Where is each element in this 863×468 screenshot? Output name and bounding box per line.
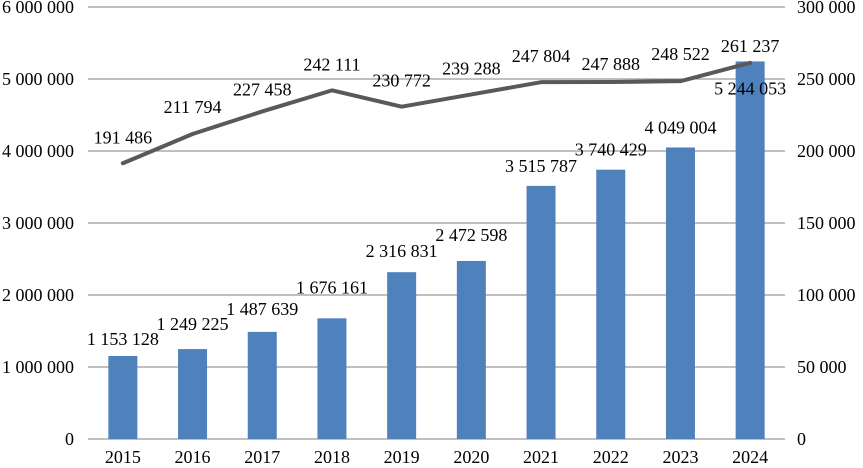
bar xyxy=(735,61,765,439)
bar-data-label: 2 472 598 xyxy=(435,225,507,245)
bar-data-label: 5 244 053 xyxy=(714,78,786,98)
bar xyxy=(387,272,417,439)
bar-data-label: 1 487 639 xyxy=(226,299,298,319)
x-axis-category-label: 2024 xyxy=(732,447,768,467)
line-data-label: 247 804 xyxy=(512,46,571,66)
bar-data-label: 1 153 128 xyxy=(87,329,159,349)
right-axis-tick-label: 250 000 xyxy=(797,69,856,89)
right-axis-tick-label: 0 xyxy=(797,429,806,449)
x-axis-category-label: 2015 xyxy=(105,447,141,467)
right-axis-tick-label: 100 000 xyxy=(797,285,856,305)
line-data-label: 191 486 xyxy=(94,127,153,147)
bar-data-label: 2 316 831 xyxy=(366,241,438,261)
bar-data-label: 1 249 225 xyxy=(157,314,229,334)
left-axis-tick-label: 1 000 000 xyxy=(2,357,74,377)
line-data-label: 230 772 xyxy=(372,71,431,91)
bar xyxy=(178,349,208,439)
bar-data-label: 1 676 161 xyxy=(296,277,368,297)
right-axis-tick-label: 200 000 xyxy=(797,141,856,161)
left-axis-tick-label: 0 xyxy=(65,429,74,449)
bar-data-label: 4 049 004 xyxy=(644,117,716,137)
bar-data-label: 3 515 787 xyxy=(505,156,577,176)
x-axis-category-label: 2019 xyxy=(384,447,420,467)
x-axis-category-label: 2017 xyxy=(244,447,280,467)
trend-line xyxy=(120,60,753,166)
line-data-label: 227 458 xyxy=(233,79,292,99)
bar xyxy=(317,318,347,439)
line-data-label: 242 111 xyxy=(303,54,360,74)
right-axis-tick-label: 150 000 xyxy=(797,213,856,233)
right-axis-tick-label: 300 000 xyxy=(797,0,856,17)
bar xyxy=(247,331,277,439)
left-axis-tick-label: 5 000 000 xyxy=(2,69,74,89)
left-axis-tick-label: 4 000 000 xyxy=(2,141,74,161)
x-axis-category-label: 2023 xyxy=(662,447,698,467)
bar-data-label: 3 740 429 xyxy=(575,140,647,160)
line-data-label: 211 794 xyxy=(164,97,222,117)
line-data-label: 248 522 xyxy=(651,44,710,64)
line-data-label: 247 888 xyxy=(582,54,641,74)
line-data-label: 239 288 xyxy=(442,58,501,78)
left-axis-tick-label: 2 000 000 xyxy=(2,285,74,305)
x-axis-category-label: 2020 xyxy=(453,447,489,467)
left-axis-tick-label: 6 000 000 xyxy=(2,0,74,17)
x-axis-category-label: 2022 xyxy=(593,447,629,467)
x-axis-category-label: 2018 xyxy=(314,447,350,467)
bar xyxy=(108,355,138,439)
left-axis-tick-label: 3 000 000 xyxy=(2,213,74,233)
right-axis-tick-label: 50 000 xyxy=(797,357,847,377)
bar xyxy=(665,147,695,439)
x-axis-category-label: 2021 xyxy=(523,447,559,467)
x-axis-category-label: 2016 xyxy=(175,447,211,467)
bar xyxy=(526,185,556,439)
bar xyxy=(456,260,486,439)
bar xyxy=(596,169,626,439)
line-data-label: 261 237 xyxy=(721,36,780,56)
